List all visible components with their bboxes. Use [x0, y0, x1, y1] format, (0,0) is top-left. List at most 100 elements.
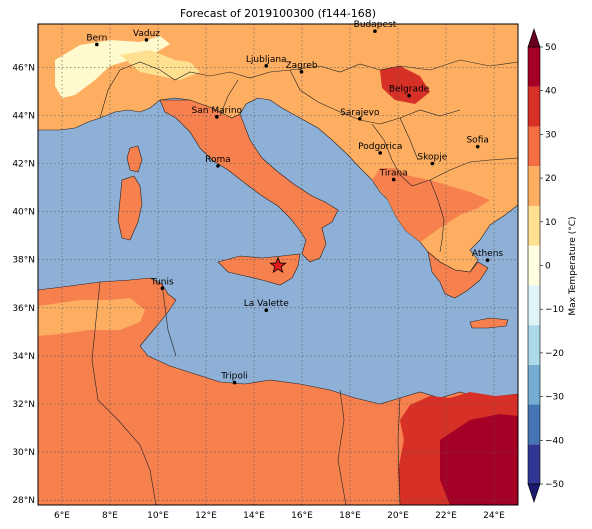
colorbar-bin	[528, 285, 540, 326]
city-sarajevo: Sarajevo	[340, 108, 380, 121]
lat-tick-label: 30°N	[12, 448, 35, 458]
city-dot	[216, 164, 220, 168]
colorbar-bin	[528, 126, 540, 167]
land-africa-hottest	[440, 414, 518, 505]
colorbar-bin	[528, 325, 540, 365]
city-podgorica: Podgorica	[358, 142, 402, 155]
colorbar-bin	[528, 205, 540, 246]
city-dot	[264, 64, 269, 68]
city-budapest: Budapest	[354, 20, 397, 34]
city-vaduz: Vaduz	[133, 29, 160, 42]
city-label: Tirana	[379, 169, 408, 179]
land-italy	[159, 99, 339, 263]
colorbar-tick-label: 10	[545, 218, 557, 228]
land-balkans-hot-patch	[380, 66, 430, 104]
city-zagreb: Zagreb	[285, 61, 318, 74]
city-tunis: Tunis	[150, 277, 174, 291]
city-athens: Athens	[472, 249, 503, 262]
city-dot	[475, 144, 480, 149]
map-frame	[37, 23, 519, 506]
lon-tick-label: 14°E	[243, 511, 265, 521]
star-marker	[269, 256, 287, 274]
colorbar-bin	[528, 86, 540, 127]
city-dot	[358, 116, 362, 121]
city-dot	[391, 177, 396, 182]
colorbar-tick-label: −30	[545, 393, 564, 403]
colorbar-extend-top	[527, 28, 541, 48]
city-label: Sarajevo	[340, 108, 380, 118]
colorbar-label: Max Temperature (°C)	[568, 216, 578, 315]
city-dot	[264, 308, 269, 312]
city-label: Tunis	[150, 277, 174, 287]
city-label: Bern	[86, 33, 107, 43]
city-la-valette: La Valette	[244, 299, 289, 312]
city-dot	[378, 151, 383, 155]
land-sardinia	[117, 175, 143, 241]
city-label: Athens	[472, 249, 503, 259]
colorbar: 50 40 30 20 10 0 −10 −20 −30 −40 −50	[527, 28, 564, 503]
city-skopje: Skopje	[417, 152, 448, 166]
colorbar-bin	[528, 166, 540, 206]
city-label: Zagreb	[285, 61, 317, 71]
lat-tick-label: 46°N	[12, 63, 35, 73]
city-ljubljana: Ljubljana	[246, 55, 287, 68]
lat-tick-label: 38°N	[12, 256, 35, 266]
city-roma: Roma	[205, 155, 231, 168]
colorbar-tick-label: −50	[545, 480, 564, 490]
lon-tick-label: 20°E	[387, 511, 409, 521]
land-crete	[469, 317, 509, 329]
city-dot	[95, 42, 99, 47]
colorbar-tick-label: 20	[545, 174, 557, 184]
city-san-marino: San Marino	[192, 106, 243, 119]
lat-tick-label: 32°N	[12, 400, 35, 410]
colorbar-tick-label: 0	[545, 262, 551, 272]
city-dot	[373, 29, 377, 34]
city-tripoli: Tripoli	[220, 372, 248, 385]
city-dot	[407, 93, 411, 98]
city-bern: Bern	[86, 33, 107, 47]
city-label: Ljubljana	[246, 55, 287, 65]
latitude-labels: 46°N 44°N 42°N 40°N 38°N 36°N 34°N 32°N 30°N 28°N	[12, 63, 35, 506]
land-corsica	[126, 145, 143, 173]
city-belgrade: Belgrade	[389, 85, 430, 98]
location-star-icon	[269, 256, 287, 274]
colorbar-tick-label: 30	[545, 130, 557, 140]
colorbar-tick-label: −20	[545, 349, 564, 359]
city-label: Roma	[205, 155, 231, 165]
lon-tick-label: 22°E	[435, 511, 457, 521]
city-dot	[430, 161, 435, 166]
city-label: Sofia	[466, 136, 488, 146]
lat-tick-label: 28°N	[12, 496, 35, 506]
city-label: La Valette	[244, 299, 289, 309]
colorbar-bin	[528, 444, 540, 484]
lon-tick-label: 12°E	[195, 511, 217, 521]
colorbar-bin	[528, 364, 540, 405]
city-label: Belgrade	[389, 85, 430, 95]
lat-tick-label: 34°N	[12, 352, 35, 362]
lon-tick-label: 8°E	[102, 511, 118, 521]
lon-tick-label: 24°E	[483, 511, 505, 521]
lon-tick-label: 16°E	[291, 511, 313, 521]
city-dot	[160, 286, 165, 291]
city-tirana: Tirana	[379, 169, 408, 182]
city-dot	[232, 380, 237, 385]
colorbar-bin	[528, 245, 540, 286]
colorbar-extend-bottom	[527, 483, 541, 503]
colorbar-tick-label: −10	[545, 305, 564, 315]
city-dot	[485, 258, 490, 262]
lon-tick-label: 10°E	[147, 511, 169, 521]
alps-mild-patch	[120, 50, 200, 80]
city-label: Skopje	[417, 152, 447, 162]
lon-tick-label: 6°E	[54, 511, 70, 521]
colorbar-bin	[528, 47, 540, 87]
lat-tick-label: 42°N	[12, 159, 35, 169]
city-dot	[215, 115, 219, 119]
city-label: Tripoli	[220, 372, 248, 382]
map-title: Forecast of 2019100300 (f144-168)	[179, 7, 377, 20]
longitude-labels: 6°E 8°E 10°E 12°E 14°E 16°E 18°E 20°E 22°E 24°E	[54, 511, 505, 521]
lon-tick-label: 18°E	[339, 511, 361, 521]
colorbar-tick-label: −40	[545, 436, 564, 446]
colorbar-bin	[528, 404, 540, 445]
lat-tick-label: 40°N	[12, 208, 35, 218]
